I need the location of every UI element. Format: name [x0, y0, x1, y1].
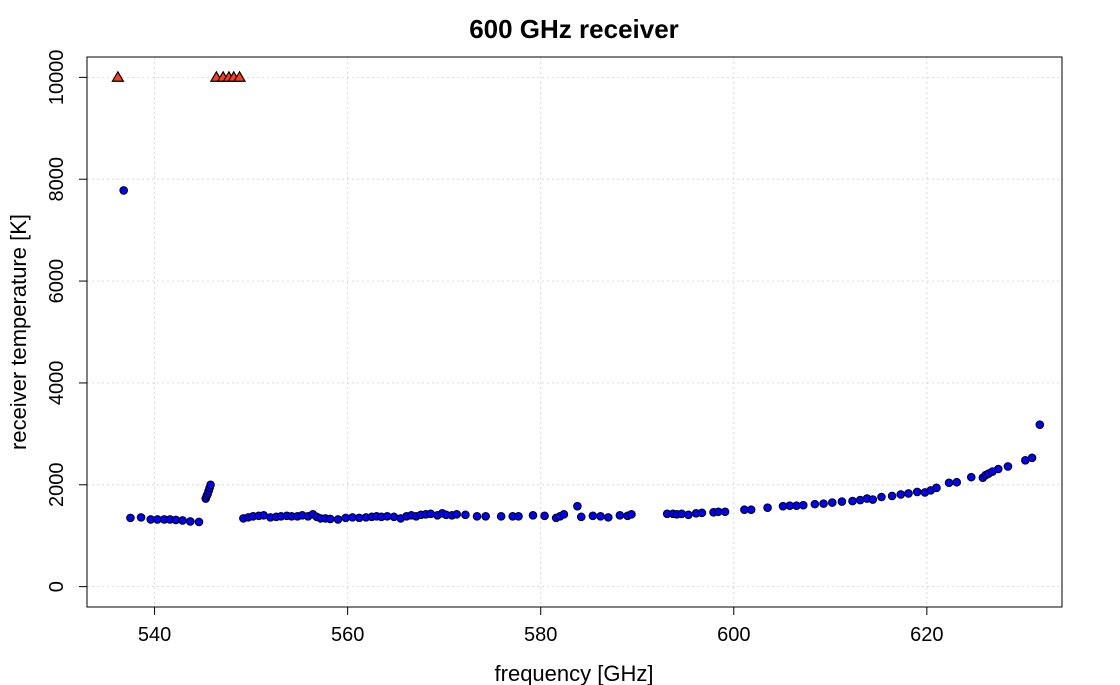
data-point	[912, 487, 922, 497]
y-tick-label: 0	[46, 581, 68, 592]
data-point	[596, 512, 605, 521]
data-point	[178, 516, 187, 525]
data-point	[461, 510, 470, 520]
data-point	[877, 492, 886, 502]
data-point	[904, 489, 913, 498]
data-point	[126, 513, 135, 523]
data-point	[615, 511, 625, 520]
data-point	[848, 496, 857, 506]
y-axis: 0 2000 4000 6000 8000 10000	[46, 50, 87, 592]
y-axis-label: receiver temperature [K]	[6, 214, 31, 450]
data-point	[1035, 420, 1045, 429]
data-point	[452, 510, 462, 519]
clipped-point	[111, 70, 125, 82]
y-tick-label: 2000	[46, 463, 68, 508]
data-point	[576, 512, 586, 522]
data-point	[1003, 462, 1013, 471]
clipped-point	[232, 70, 247, 82]
data-point	[684, 510, 693, 520]
data-point	[514, 512, 523, 521]
x-tick-label: 580	[524, 624, 557, 646]
chart-title: 600 GHz receiver	[469, 14, 679, 44]
x-tick-label: 560	[331, 624, 364, 646]
data-point	[136, 513, 146, 522]
data-point	[325, 514, 335, 524]
data-point	[932, 483, 941, 493]
data-point	[763, 503, 772, 512]
data-point	[720, 507, 730, 517]
data-point	[588, 511, 598, 521]
data-point	[603, 513, 613, 522]
x-axis: 540 560 580 600 620	[138, 607, 944, 646]
data-point	[1027, 453, 1037, 463]
data-point	[472, 512, 482, 521]
data-point	[559, 510, 569, 519]
data-point	[194, 517, 204, 527]
plot-frame	[86, 56, 1063, 608]
grid	[87, 57, 1062, 607]
data-point	[746, 505, 756, 515]
data-point	[333, 515, 343, 524]
data-point	[185, 517, 195, 526]
data-point	[993, 464, 1003, 474]
data-point	[810, 499, 820, 509]
x-axis-label: frequency [GHz]	[495, 661, 654, 685]
data-point	[540, 511, 549, 521]
data-point	[887, 491, 897, 501]
data-point	[119, 186, 128, 195]
data-point	[944, 478, 954, 488]
data-point	[528, 511, 538, 520]
x-tick-label: 620	[910, 624, 943, 646]
data-point	[966, 472, 976, 482]
data-point	[496, 512, 506, 521]
data-point	[206, 480, 215, 490]
data-point	[868, 495, 878, 504]
data-point	[827, 498, 837, 507]
y-tick-label: 8000	[46, 157, 68, 202]
data-point	[819, 499, 828, 508]
data-points	[111, 70, 1045, 527]
x-tick-label: 600	[717, 624, 750, 646]
y-tick-label: 4000	[46, 361, 68, 406]
data-point	[627, 510, 636, 519]
data-point	[798, 500, 808, 510]
y-tick-label: 10000	[46, 50, 68, 106]
data-point	[573, 501, 582, 511]
y-tick-label: 6000	[46, 259, 68, 304]
data-point	[837, 497, 847, 506]
x-tick-label: 540	[138, 624, 171, 646]
data-point	[481, 512, 490, 521]
data-point	[697, 508, 707, 518]
data-point	[952, 477, 962, 487]
data-point	[896, 490, 906, 499]
